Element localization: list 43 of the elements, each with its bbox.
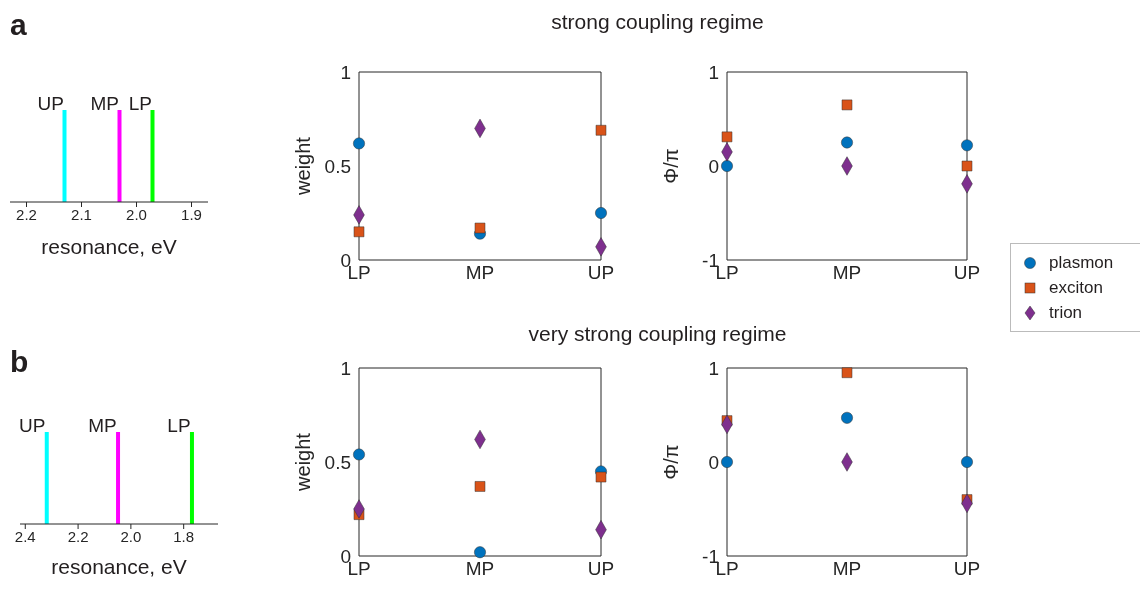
- annotation: UP: [18, 415, 46, 436]
- y-tick-label: 1: [708, 61, 719, 83]
- x-tick-label: 2.1: [71, 205, 92, 223]
- text: strong coupling regime: [550, 10, 765, 34]
- x-tick-label: UP: [953, 558, 981, 580]
- x-tick-label: 2.2: [67, 527, 89, 545]
- y-tick-label: 1: [340, 357, 351, 379]
- x-tick-label: MP: [832, 558, 862, 580]
- y-axis-title: weight: [292, 136, 315, 196]
- annotation: MP: [88, 415, 117, 436]
- x-tick-label: 2.4: [14, 527, 36, 545]
- text: b: [10, 345, 29, 379]
- annotation: UP: [37, 93, 64, 114]
- text: a: [10, 8, 27, 42]
- annotation: LP: [128, 93, 152, 114]
- y-tick-label: 0: [708, 451, 719, 473]
- x-tick-label: UP: [587, 558, 615, 580]
- y-axis-title: Φ/π: [660, 148, 683, 184]
- annotation: LP: [167, 415, 191, 436]
- x-tick-label: 1.9: [181, 205, 202, 223]
- x-tick-label: 1.8: [173, 527, 195, 545]
- y-tick-label: 0.5: [324, 155, 351, 177]
- y-tick-label: 1: [708, 357, 719, 379]
- text: very strong coupling regime: [527, 322, 788, 346]
- legend-label: plasmon: [1049, 252, 1114, 273]
- x-tick-label: MP: [465, 262, 495, 284]
- annotation: MP: [90, 93, 119, 114]
- y-tick-label: 0: [708, 155, 719, 177]
- legend-label: trion: [1049, 302, 1083, 323]
- y-tick-label: 1: [340, 61, 351, 83]
- y-axis-title: Φ/π: [660, 444, 683, 480]
- x-axis-title: resonance, eV: [50, 555, 188, 579]
- legend-label: exciton: [1049, 277, 1103, 298]
- x-axis-title: resonance, eV: [40, 235, 178, 259]
- x-tick-label: 2.0: [126, 205, 147, 223]
- x-tick-label: UP: [587, 262, 615, 284]
- y-tick-label: 0.5: [324, 451, 351, 473]
- x-tick-label: UP: [953, 262, 981, 284]
- x-tick-label: 2.2: [16, 205, 37, 223]
- x-tick-label: 2.0: [120, 527, 142, 545]
- y-axis-title: weight: [292, 432, 315, 492]
- x-tick-label: MP: [465, 558, 495, 580]
- x-tick-label: MP: [832, 262, 862, 284]
